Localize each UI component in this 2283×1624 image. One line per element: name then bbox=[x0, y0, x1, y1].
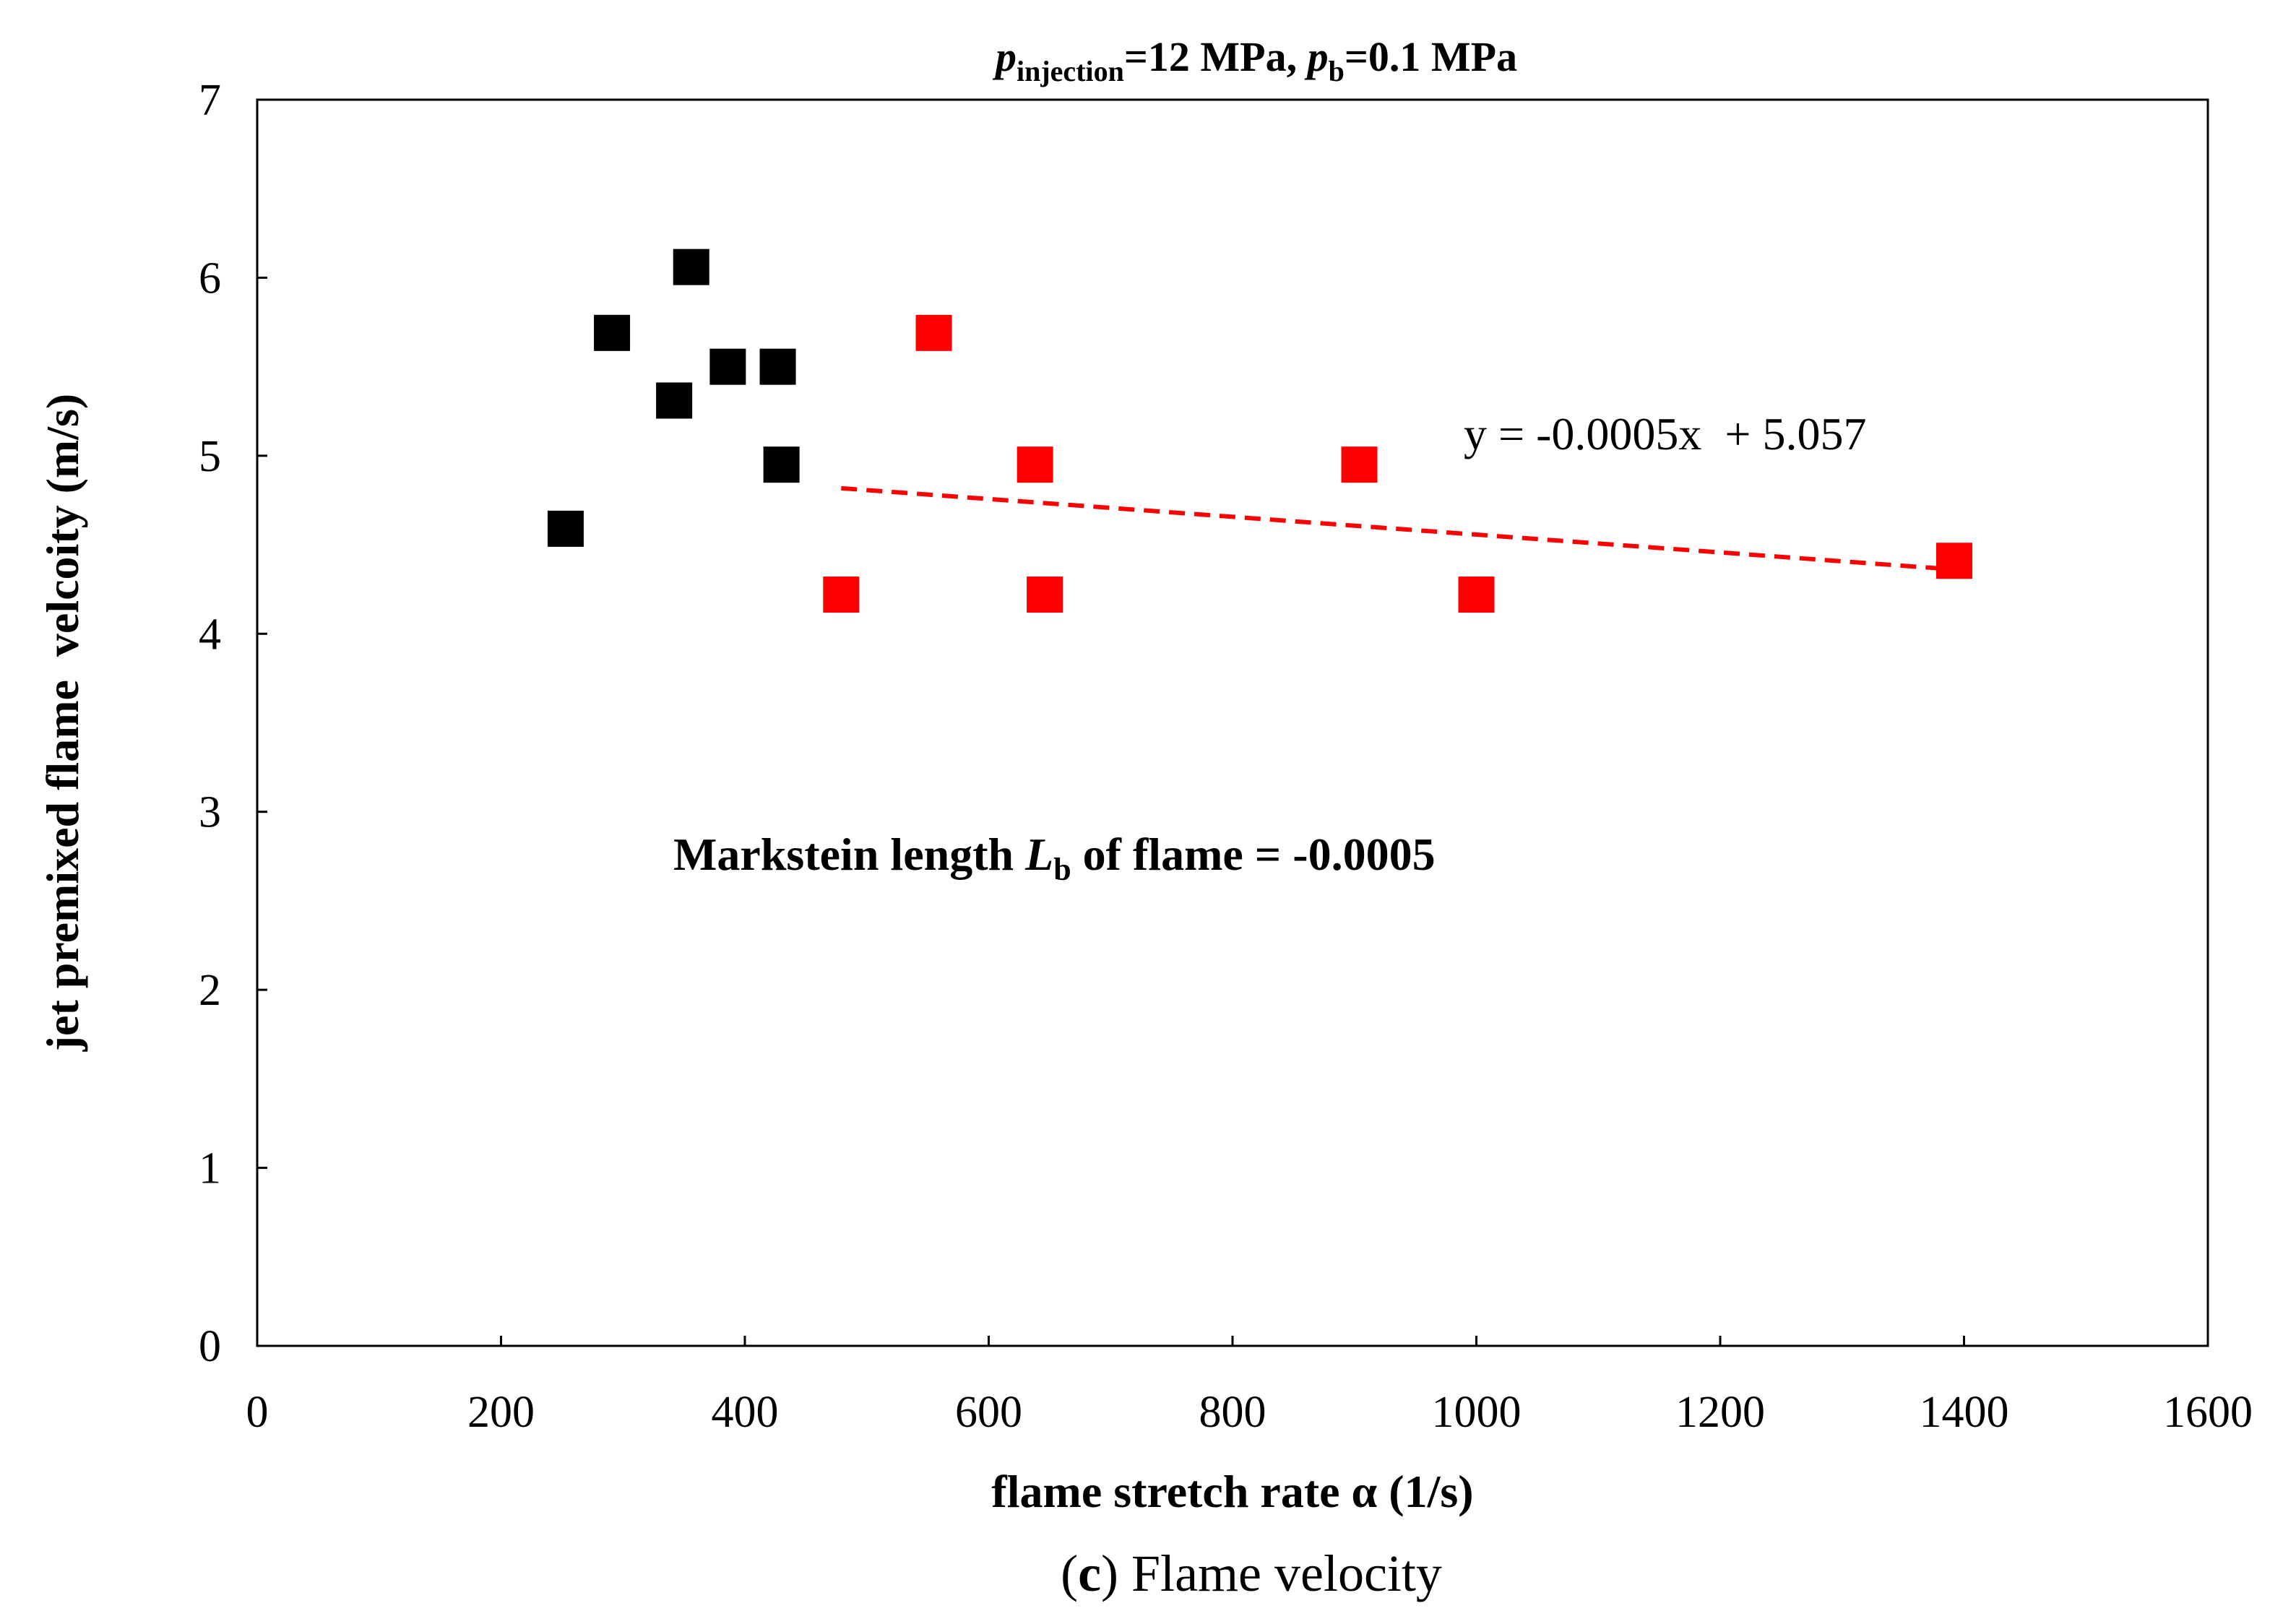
annotation-prefix: Markstein length bbox=[673, 829, 1025, 880]
black-data-point bbox=[547, 510, 584, 547]
red-data-point bbox=[1017, 446, 1053, 483]
red-data-point bbox=[915, 314, 952, 351]
y-tick-label: 0 bbox=[199, 1322, 221, 1371]
x-tick-label: 0 bbox=[246, 1388, 269, 1437]
black-data-point bbox=[763, 446, 800, 483]
x-tick-label: 600 bbox=[955, 1388, 1022, 1437]
y-tick-label: 1 bbox=[199, 1144, 221, 1193]
y-tick-label: 5 bbox=[199, 432, 221, 481]
x-axis-label: flame stretch rate α (1/s) bbox=[991, 1466, 1473, 1517]
x-tick-label: 1600 bbox=[2163, 1388, 2253, 1437]
figure-caption: (c) Flame velocity bbox=[1061, 1545, 1442, 1602]
red-data-point bbox=[1936, 543, 1972, 579]
caption-letter: c bbox=[1078, 1545, 1101, 1602]
trendline-group bbox=[841, 485, 1955, 572]
red-data-point bbox=[823, 576, 860, 613]
red-data-point bbox=[1027, 576, 1063, 613]
y-tick-label: 6 bbox=[199, 254, 221, 303]
x-tick-label: 800 bbox=[1199, 1388, 1266, 1437]
plot-area bbox=[256, 98, 2209, 1347]
x-axis-ticks: 0 200 400 600 800 1000 1200 1400 1600 bbox=[246, 1336, 2253, 1437]
black-data-point bbox=[656, 382, 693, 419]
black-data-point bbox=[709, 348, 746, 385]
x-tick-label: 1000 bbox=[1432, 1388, 1522, 1437]
y-tick-label: 7 bbox=[199, 76, 221, 125]
title-pb-subscript: b bbox=[1329, 55, 1345, 87]
title-p-subscript: injection bbox=[1017, 55, 1124, 87]
y-tick-label: 4 bbox=[199, 610, 221, 659]
black-data-point bbox=[594, 314, 631, 351]
red-data-point bbox=[1458, 576, 1495, 613]
x-tick-label: 200 bbox=[467, 1388, 535, 1437]
trendline-equation: y = -0.0005x + 5.057 bbox=[1464, 408, 1867, 459]
x-tick-label: 400 bbox=[712, 1388, 779, 1437]
y-axis-ticks: 0 1 2 3 4 5 6 7 bbox=[199, 76, 267, 1371]
y-tick-label: 2 bbox=[199, 966, 221, 1015]
annotation-symbol: L bbox=[1024, 829, 1053, 880]
y-tick-label: 3 bbox=[199, 788, 221, 837]
title-p-symbol: p bbox=[992, 33, 1017, 80]
title-pb-symbol: p bbox=[1304, 33, 1329, 80]
data-points bbox=[547, 249, 1972, 613]
annotation-subscript: b bbox=[1053, 852, 1071, 887]
red-data-point bbox=[1341, 446, 1378, 483]
x-tick-label: 1200 bbox=[1675, 1388, 1765, 1437]
markstein-annotation: Markstein length Lb of flame = -0.0005 bbox=[673, 829, 1436, 887]
title-p-value: =12 MPa, bbox=[1124, 33, 1308, 80]
annotation-suffix: of flame = -0.0005 bbox=[1071, 829, 1436, 880]
black-data-point bbox=[673, 249, 709, 285]
x-tick-label: 1400 bbox=[1920, 1388, 2009, 1437]
trendline bbox=[841, 485, 1955, 572]
black-data-point bbox=[759, 348, 796, 385]
caption-text: Flame velocity bbox=[1118, 1545, 1442, 1602]
chart-title: pinjection=12 MPa, pb=0.1 MPa bbox=[992, 33, 1517, 87]
y-axis-label: jet premixed flame velcoity (m/s) bbox=[37, 394, 88, 1053]
title-pb-value: =0.1 MPa bbox=[1345, 33, 1517, 80]
